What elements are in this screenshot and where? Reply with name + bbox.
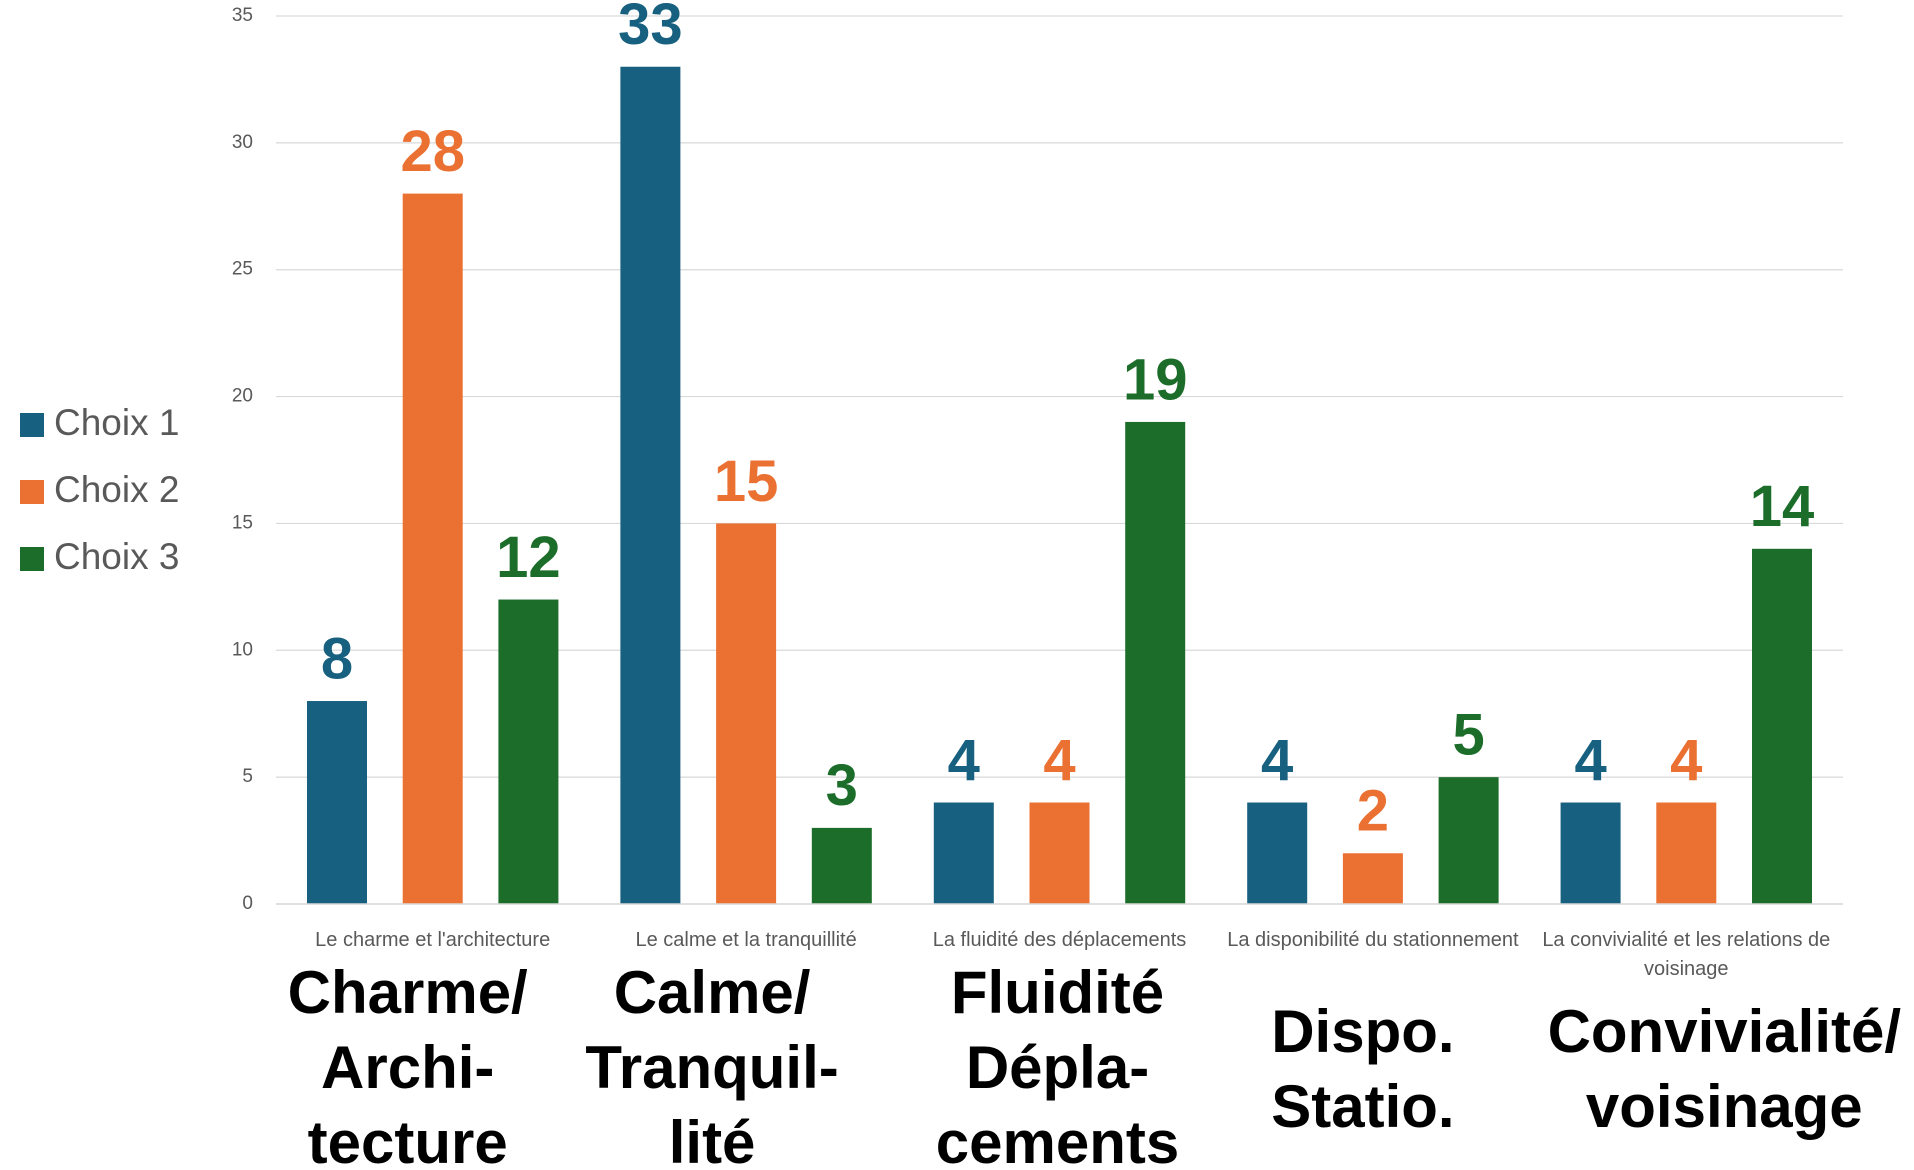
value-label: 15 xyxy=(714,449,779,514)
y-tick-label: 20 xyxy=(232,386,253,407)
annotation: Fluidité xyxy=(951,959,1164,1026)
x-tick-label: La convivialité et les relations de vois… xyxy=(1542,929,1831,980)
bar xyxy=(1438,777,1499,904)
annotation: Dispo. xyxy=(1271,998,1454,1065)
legend-label: Choix 3 xyxy=(54,536,179,577)
y-tick-label: 10 xyxy=(232,639,253,660)
annotation: lité xyxy=(669,1109,756,1170)
value-label: 4 xyxy=(1043,728,1075,793)
bar xyxy=(716,523,777,904)
value-label: 4 xyxy=(1670,728,1702,793)
bar xyxy=(620,66,681,904)
annotation: cements xyxy=(936,1109,1179,1170)
annotation: Tranquil- xyxy=(585,1034,838,1101)
y-tick-label: 35 xyxy=(232,5,253,26)
legend-swatch xyxy=(20,480,44,504)
bar xyxy=(1752,548,1813,904)
y-tick-label: 0 xyxy=(242,893,253,914)
value-label: 2 xyxy=(1357,779,1389,844)
value-label: 4 xyxy=(1574,728,1606,793)
x-tick-label: La disponibilité du stationnement xyxy=(1227,929,1519,951)
bar xyxy=(1342,853,1403,904)
x-tick-label: Le charme et l'architecture xyxy=(315,929,551,951)
annotation: Archi- xyxy=(321,1034,494,1101)
value-label: 14 xyxy=(1750,474,1815,539)
y-tick-label: 15 xyxy=(232,512,253,533)
annotation: voisinage xyxy=(1586,1073,1863,1140)
y-tick-label: 30 xyxy=(232,132,253,153)
value-label: 4 xyxy=(1261,728,1293,793)
value-label: 33 xyxy=(618,0,683,57)
annotation: Charme/ xyxy=(288,959,528,1026)
bar xyxy=(933,802,994,904)
bar xyxy=(1656,802,1717,904)
bar xyxy=(1125,421,1186,904)
bar xyxy=(1560,802,1621,904)
value-label: 12 xyxy=(496,525,561,590)
legend-label: Choix 1 xyxy=(54,402,179,443)
x-tick-label: Le calme et la tranquillité xyxy=(635,929,857,951)
value-label: 19 xyxy=(1123,347,1188,412)
bar xyxy=(811,827,872,904)
bar xyxy=(1247,802,1308,904)
bar xyxy=(1029,802,1090,904)
value-label: 5 xyxy=(1452,702,1484,767)
value-label: 4 xyxy=(948,728,980,793)
annotation: Dépla- xyxy=(966,1034,1149,1101)
bar xyxy=(402,193,463,905)
annotation: tecture xyxy=(308,1109,508,1170)
legend-swatch xyxy=(20,547,44,571)
bar xyxy=(498,599,559,904)
legend-swatch xyxy=(20,413,44,437)
annotation: Convivialité/ xyxy=(1548,998,1902,1065)
annotation: Calme/ xyxy=(614,959,811,1026)
value-label: 28 xyxy=(400,119,465,184)
bar xyxy=(306,701,367,904)
value-label: 3 xyxy=(826,753,858,818)
value-label: 8 xyxy=(321,626,353,691)
legend-label: Choix 2 xyxy=(54,469,179,510)
y-tick-label: 5 xyxy=(242,766,253,787)
x-tick-label: La fluidité des déplacements xyxy=(932,929,1187,951)
annotation: Statio. xyxy=(1271,1073,1454,1140)
y-tick-label: 25 xyxy=(232,259,253,280)
